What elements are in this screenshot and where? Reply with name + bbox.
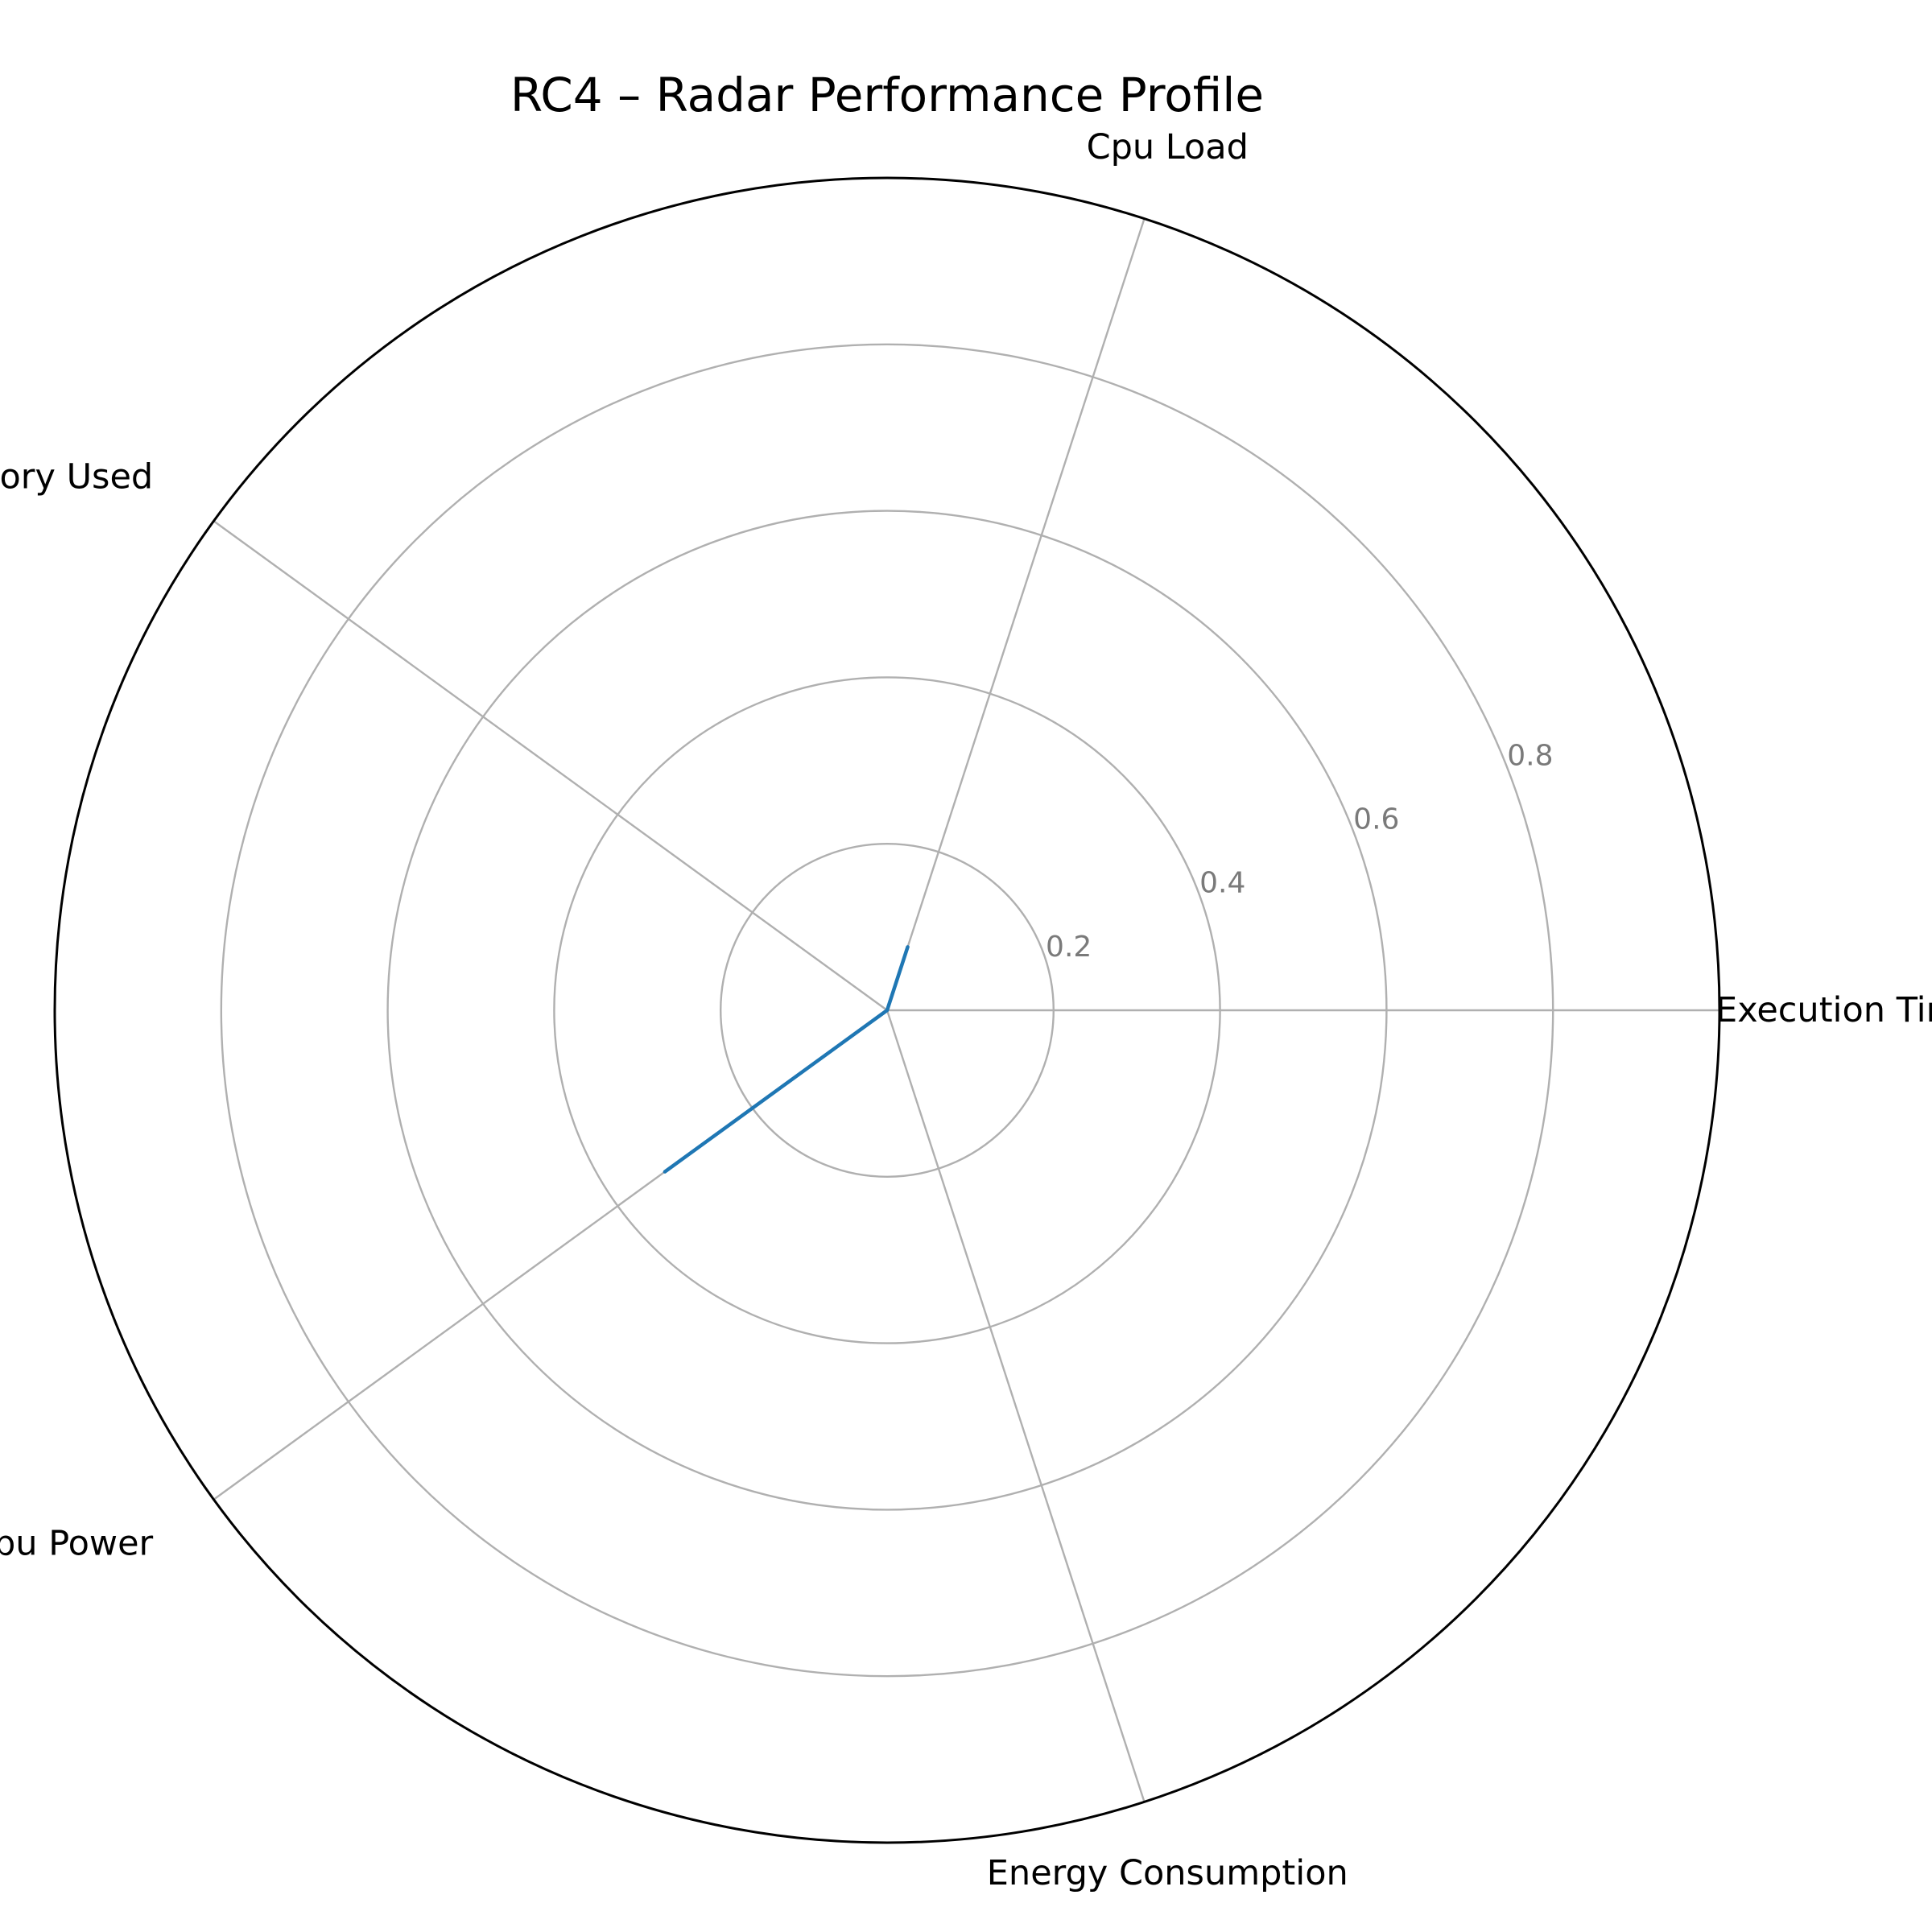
axis-label: Cpu Power (0, 1523, 154, 1563)
rtick-label: 0.6 (1353, 803, 1399, 836)
spoke-energy-consumption (886, 1009, 1146, 1802)
axis-label: Memory Used (0, 457, 153, 497)
series-layer (663, 945, 910, 1174)
rtick-label: 0.8 (1507, 739, 1553, 772)
rtick-label: 0.2 (1046, 931, 1092, 964)
axis-label: Energy Consumption (987, 1853, 1348, 1893)
spoke-cpu-load (886, 218, 1146, 1011)
chart-title: RC4 – Radar Performance Profile (510, 68, 1264, 122)
axis-label: Execution Time (1715, 990, 1932, 1030)
axis-label: Cpu Load (1087, 127, 1249, 167)
outer-frame (53, 176, 1721, 1844)
tick-labels: 0.2 0.4 0.6 0.8 (1046, 739, 1553, 963)
axis-labels: Execution Time Cpu Load Memory Used Cpu Pow… (0, 127, 1932, 1893)
spoke-memory-used (213, 520, 888, 1011)
rtick-label: 0.4 (1199, 867, 1245, 900)
